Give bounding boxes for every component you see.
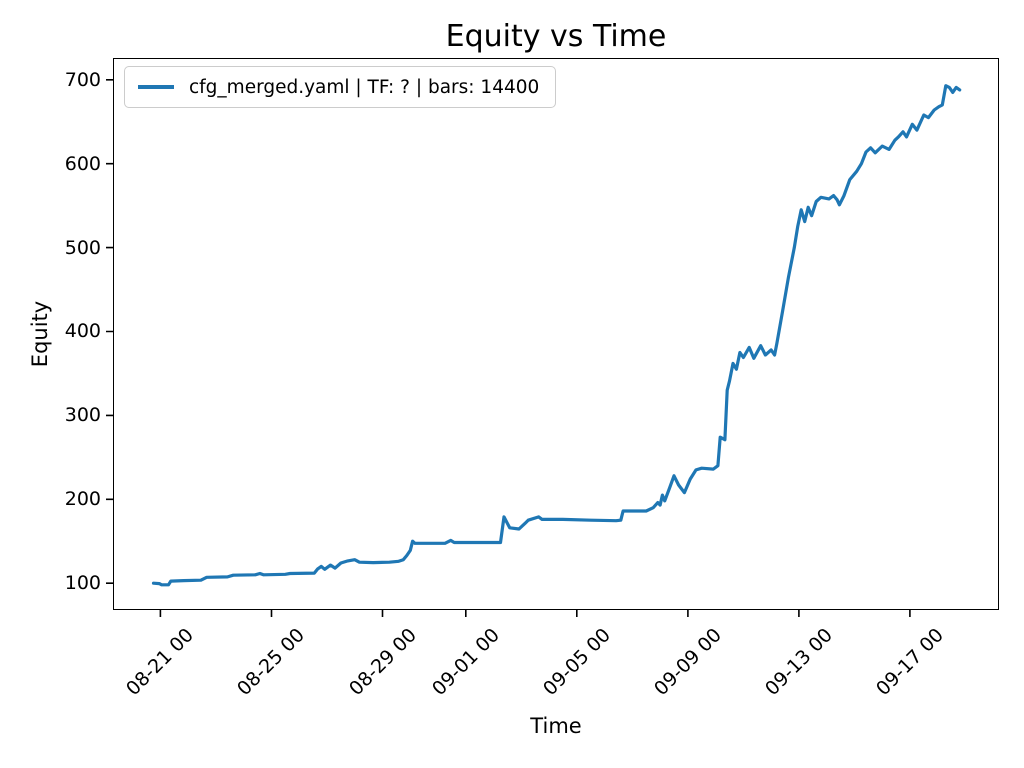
- y-tick-label: 200: [64, 488, 101, 511]
- legend: cfg_merged.yaml | TF: ? | bars: 14400: [124, 66, 557, 108]
- y-tick-label: 600: [64, 152, 101, 175]
- axis-tick-marks: [106, 79, 911, 617]
- y-axis-label: Equity: [28, 300, 52, 368]
- y-tick-label: 700: [64, 68, 101, 91]
- legend-label: cfg_merged.yaml | TF: ? | bars: 14400: [189, 76, 540, 98]
- equity-line: [151, 84, 962, 587]
- y-tick-label: 100: [64, 572, 101, 595]
- legend-line-swatch: [138, 85, 174, 89]
- x-axis-label: Time: [530, 714, 582, 738]
- chart-title: Equity vs Time: [445, 19, 667, 54]
- y-tick-label: 300: [64, 404, 101, 427]
- y-tick-label: 500: [64, 236, 101, 259]
- y-tick-label: 400: [64, 320, 101, 343]
